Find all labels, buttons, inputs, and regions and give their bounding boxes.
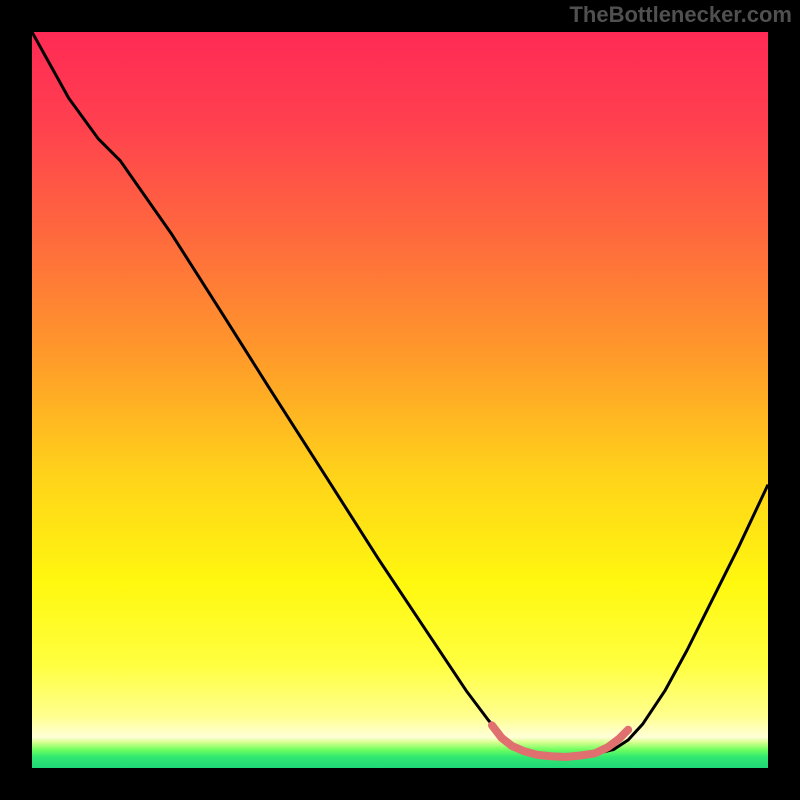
watermark-text: TheBottlenecker.com [569, 2, 792, 28]
plot-area [32, 32, 768, 768]
chart-container: TheBottlenecker.com [0, 0, 800, 800]
curve-layer [32, 32, 768, 768]
bottleneck-curve [32, 32, 768, 756]
